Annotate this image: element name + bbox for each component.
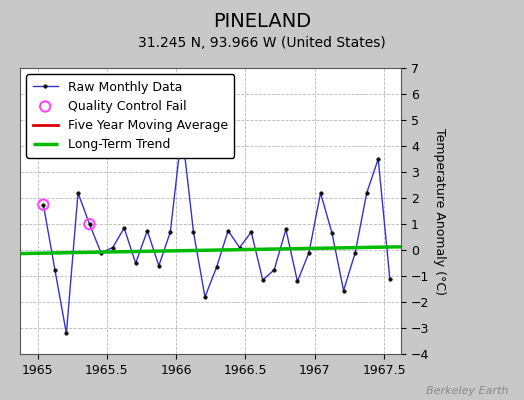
Raw Monthly Data xyxy=(259,278,266,282)
Text: PINELAND: PINELAND xyxy=(213,12,311,31)
Quality Control Fail xyxy=(85,221,94,227)
Raw Monthly Data xyxy=(121,226,127,230)
Raw Monthly Data xyxy=(133,261,139,266)
Raw Monthly Data xyxy=(98,250,104,255)
Y-axis label: Temperature Anomaly (°C): Temperature Anomaly (°C) xyxy=(433,128,446,295)
Raw Monthly Data xyxy=(375,157,381,162)
Raw Monthly Data xyxy=(329,231,335,236)
Raw Monthly Data xyxy=(236,245,243,250)
Quality Control Fail xyxy=(39,202,48,208)
Raw Monthly Data xyxy=(364,190,370,195)
Raw Monthly Data xyxy=(202,295,208,300)
Legend: Raw Monthly Data, Quality Control Fail, Five Year Moving Average, Long-Term Tren: Raw Monthly Data, Quality Control Fail, … xyxy=(27,74,234,158)
Raw Monthly Data xyxy=(40,202,47,207)
Text: 31.245 N, 93.966 W (United States): 31.245 N, 93.966 W (United States) xyxy=(138,36,386,50)
Raw Monthly Data xyxy=(294,279,301,284)
Raw Monthly Data xyxy=(306,250,312,255)
Raw Monthly Data xyxy=(271,267,277,272)
Raw Monthly Data xyxy=(341,288,347,293)
Raw Monthly Data xyxy=(387,276,393,281)
Raw Monthly Data xyxy=(283,227,289,232)
Line: Raw Monthly Data: Raw Monthly Data xyxy=(41,129,391,335)
Raw Monthly Data xyxy=(156,263,162,268)
Raw Monthly Data xyxy=(63,331,70,336)
Raw Monthly Data xyxy=(179,128,185,133)
Raw Monthly Data xyxy=(248,230,255,234)
Raw Monthly Data xyxy=(318,190,324,195)
Raw Monthly Data xyxy=(352,250,358,255)
Text: Berkeley Earth: Berkeley Earth xyxy=(426,386,508,396)
Raw Monthly Data xyxy=(75,190,81,195)
Raw Monthly Data xyxy=(52,267,58,272)
Raw Monthly Data xyxy=(225,228,231,233)
Raw Monthly Data xyxy=(190,230,196,234)
Raw Monthly Data xyxy=(144,228,150,233)
Raw Monthly Data xyxy=(86,222,93,226)
Raw Monthly Data xyxy=(167,230,173,234)
Raw Monthly Data xyxy=(213,265,220,270)
Raw Monthly Data xyxy=(110,245,116,250)
